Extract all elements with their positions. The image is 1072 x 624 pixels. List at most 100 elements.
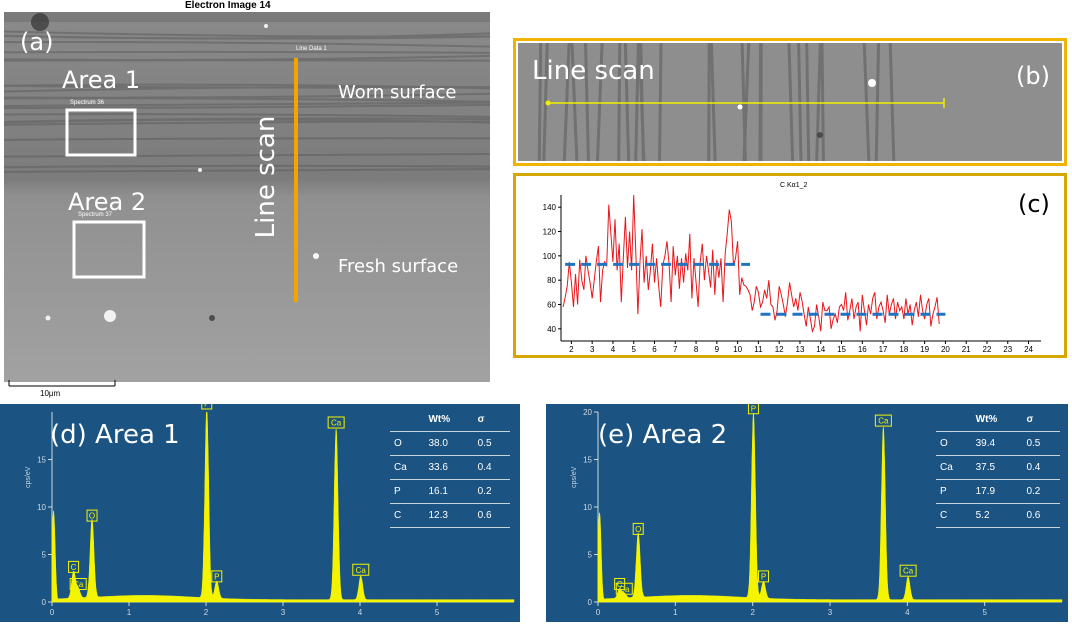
wear-streak	[584, 43, 590, 161]
peak-label-text: O	[635, 525, 641, 534]
peak-label: Ca	[352, 563, 370, 576]
composition-table-area2: Wt% σ O 39.4 0.5 Ca 37.5 0.4 P 17.9 0.2 C 5.2 0.6	[936, 408, 1060, 528]
wear-streak	[874, 43, 881, 161]
wear-streak	[537, 43, 543, 161]
cell: 0.2	[1022, 479, 1060, 504]
x-tick-label: 4	[358, 608, 363, 617]
peak-label-box	[757, 570, 769, 583]
x-tick-label: 4	[611, 345, 616, 354]
wear-streak	[4, 164, 490, 169]
x-tick-label: 15	[837, 345, 846, 354]
wear-streak	[562, 43, 571, 161]
peak-label-text: Ca	[73, 580, 84, 589]
wear-streak	[787, 43, 795, 161]
wear-streak	[542, 43, 549, 161]
wear-streak	[862, 43, 871, 161]
peak-label-text: Ca	[331, 419, 342, 428]
wear-streak	[658, 43, 663, 161]
header-cell	[390, 408, 425, 432]
peak-label-text: Ca	[356, 566, 367, 575]
line-scan-vertical-label: Line scan	[251, 115, 281, 239]
x-tick-label: 1	[127, 608, 132, 617]
wear-streak	[4, 117, 490, 123]
wear-streak	[4, 120, 490, 126]
x-tick-label: 11	[754, 345, 763, 354]
peak-label-text: P	[751, 404, 756, 413]
wear-streak	[4, 30, 490, 38]
peak-label: P	[201, 404, 213, 410]
area2-label: Area 2	[68, 188, 147, 216]
table-row: P 16.1 0.2	[390, 479, 510, 504]
cell: 0.4	[1022, 455, 1060, 480]
header-cell: Wt%	[424, 408, 474, 432]
panel-e-label: (e) Area 2	[598, 420, 728, 450]
panel-d-label: (d) Area 1	[50, 420, 180, 450]
table-header: Wt% σ	[390, 408, 510, 432]
spectrum36-label: Spectrum 36	[70, 100, 105, 106]
x-tick-label: 21	[962, 345, 971, 354]
x-tick-label: 13	[796, 345, 805, 354]
chart-title: C Kα1_2	[780, 182, 808, 189]
y-tick-label: 10	[583, 503, 592, 512]
table-row: P 17.9 0.2	[936, 479, 1060, 504]
cell: 0.2	[473, 479, 510, 504]
peak-label-text: P	[761, 572, 766, 581]
x-tick-label: 10	[733, 345, 742, 354]
x-tick-label: 6	[652, 345, 657, 354]
cell: O	[936, 431, 972, 456]
y-tick-label: 80	[547, 276, 556, 285]
wear-streak	[4, 97, 490, 103]
sem-image-b	[518, 43, 1062, 161]
y-axis-label: cps/eV	[571, 466, 578, 488]
y-tick-label: 60	[547, 301, 556, 310]
cell: 12.3	[424, 503, 474, 528]
header-cell: σ	[1022, 408, 1060, 432]
wear-streak	[707, 43, 711, 161]
peak-label: Ca	[874, 414, 892, 427]
peak-label-box	[632, 522, 644, 535]
y-tick-label: 20	[583, 408, 592, 417]
x-tick-label: 2	[569, 345, 574, 354]
y-tick-label: 15	[37, 456, 46, 465]
peak-label-text: P	[214, 572, 219, 581]
wear-streak	[617, 43, 622, 161]
worn-surface-label: Worn surface	[338, 82, 457, 103]
x-tick-label: 16	[858, 345, 867, 354]
wear-streak	[740, 43, 747, 161]
peak-label: P	[211, 570, 223, 583]
peak-label-box	[747, 404, 759, 415]
y-tick-label: 0	[588, 598, 593, 607]
x-tick-label: 3	[281, 608, 286, 617]
y-tick-label: 5	[42, 551, 47, 560]
x-tick-label: 3	[590, 345, 595, 354]
wear-streak	[4, 137, 490, 141]
peak-label-box	[86, 509, 98, 522]
x-tick-label: 0	[596, 608, 601, 617]
x-tick-label: 14	[816, 345, 825, 354]
peak-label: Ca	[615, 582, 633, 595]
wear-streak	[595, 43, 604, 161]
y-tick-label: 120	[543, 228, 557, 237]
peak-label-text: Ca	[903, 567, 914, 576]
peak-label-box	[327, 416, 345, 429]
x-tick-label: 8	[694, 345, 699, 354]
area1-label: Area 1	[62, 66, 141, 94]
x-tick-label: 17	[879, 345, 888, 354]
y-tick-label: 100	[543, 252, 557, 261]
cell: 33.6	[424, 455, 474, 480]
x-tick-label: 3	[828, 608, 833, 617]
wear-streak	[4, 54, 490, 61]
peak-label: P	[757, 570, 769, 583]
y-tick-label: 5	[588, 551, 593, 560]
fresh-surface-label: Fresh surface	[338, 256, 459, 277]
peak-label-box	[874, 414, 892, 427]
peak-label: Ca	[69, 578, 87, 590]
wear-streak	[4, 84, 490, 89]
header-cell: Wt%	[971, 408, 1023, 432]
panel-b-frame	[513, 38, 1067, 166]
y-tick-label: 140	[543, 203, 557, 212]
peak-label: O	[632, 522, 644, 535]
wear-streak	[623, 43, 631, 161]
